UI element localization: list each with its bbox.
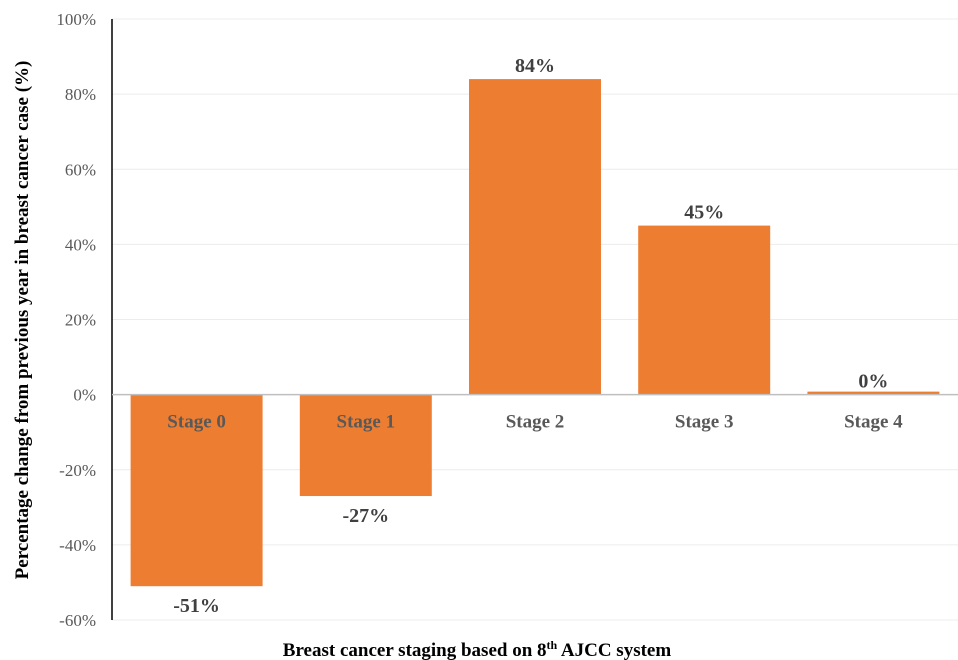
bar (130, 394, 263, 587)
category-label: Stage 4 (844, 412, 903, 433)
data-label: 84% (515, 55, 555, 77)
y-axis-title: Percentage change from previous year in … (12, 61, 33, 580)
category-label: Stage 2 (506, 412, 565, 433)
x-axis-title-suffix: AJCC system (557, 640, 671, 660)
y-tick-label: 80% (65, 85, 96, 104)
category-label: Stage 0 (167, 412, 226, 433)
bars (130, 79, 940, 587)
y-tick-label: -20% (59, 461, 96, 480)
category-labels: Stage 0 Stage 1 Stage 2 Stage 3 Stage 4 (167, 412, 903, 433)
data-labels: -51% -27% 84% 45% 0% (173, 55, 888, 617)
y-tick-label: 40% (65, 235, 96, 254)
x-axis-title-superscript: th (547, 638, 558, 652)
y-tick-label: -60% (59, 611, 96, 630)
data-label: 0% (858, 371, 888, 393)
category-label: Stage 3 (675, 412, 734, 433)
x-axis-title-prefix: Breast cancer staging based on 8 (283, 640, 547, 660)
category-label: Stage 1 (337, 412, 396, 433)
x-axis-title: Breast cancer staging based on 8th AJCC … (283, 638, 672, 660)
y-tick-label: -40% (59, 536, 96, 555)
bar (299, 394, 432, 497)
y-tick-label: 0% (73, 386, 96, 405)
y-tick-label: 100% (56, 10, 96, 29)
bar (469, 79, 601, 395)
bar (807, 391, 940, 395)
y-tick-label: 60% (65, 160, 96, 179)
y-tick-label: 20% (65, 311, 96, 330)
bar (638, 225, 771, 395)
data-label: -27% (342, 505, 389, 527)
y-tick-labels: -60% -40% -20% 0% 20% 40% 60% 80% 100% (56, 10, 96, 630)
data-label: 45% (684, 202, 724, 224)
data-label: -51% (173, 595, 220, 617)
